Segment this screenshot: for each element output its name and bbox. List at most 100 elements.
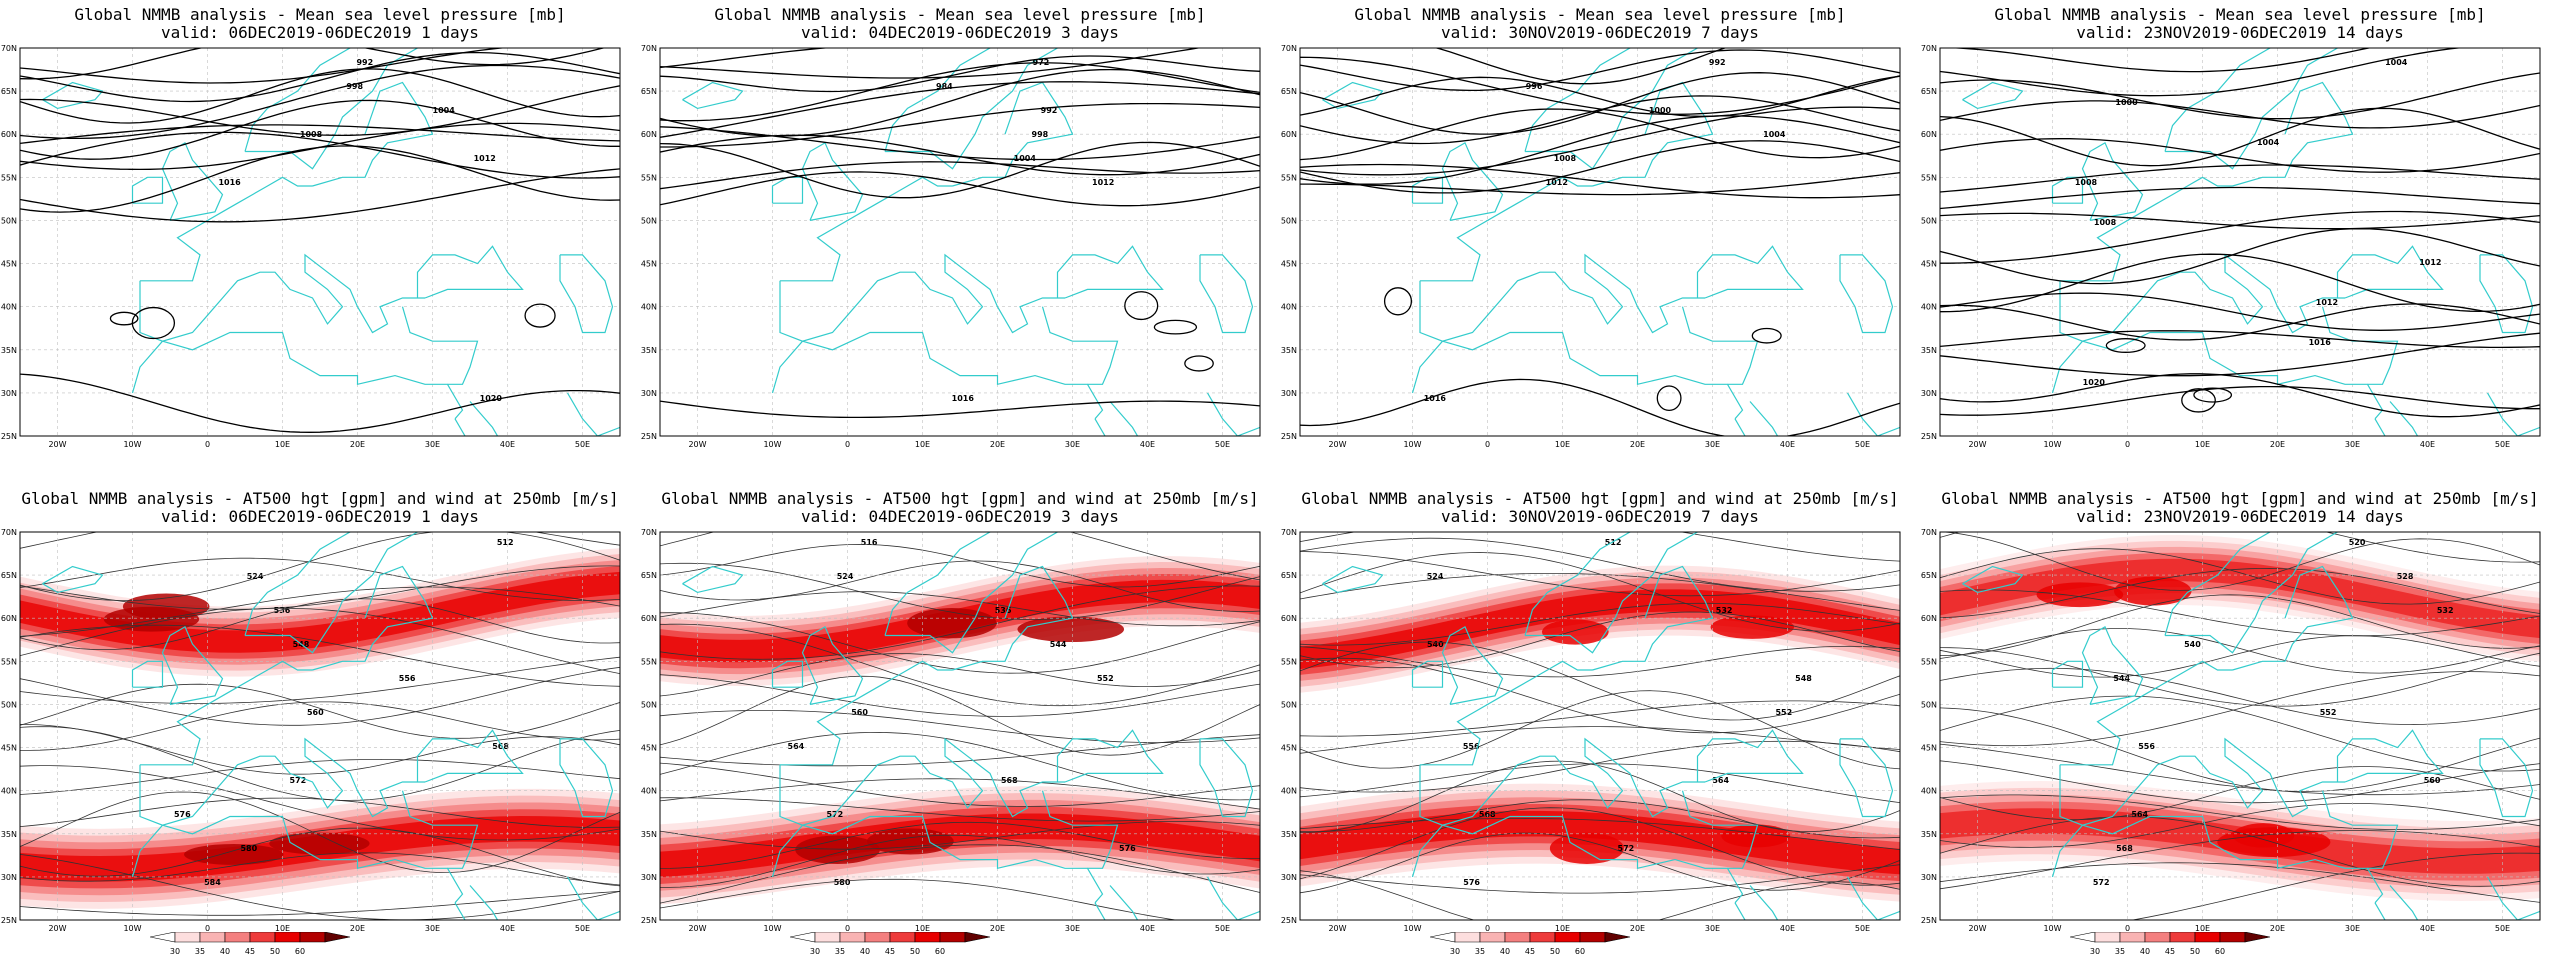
isohypse-label: 540: [1427, 640, 1444, 649]
lat-tick-label: 25N: [641, 432, 657, 441]
panel-title: Global NMMB analysis - Mean sea level pr…: [640, 6, 1280, 42]
colorbar-label: 60: [935, 947, 945, 956]
isohypses: 520 528 532 540 544 552 556 560 564 568 572: [1940, 532, 2540, 920]
colorbar-label: 40: [220, 947, 230, 956]
lat-tick-label: 55N: [641, 173, 657, 182]
panel-title: Global NMMB analysis - Mean sea level pr…: [0, 6, 640, 42]
isohypse-label: 552: [2320, 708, 2337, 717]
lat-tick-label: 30N: [641, 389, 657, 398]
isohypse-label: 548: [1795, 674, 1812, 683]
graticule: [660, 532, 1260, 920]
colorbar-swatch: [2094, 932, 2121, 943]
lat-tick-label: 45N: [1, 260, 17, 269]
z500-panel-2: Global NMMB analysis - AT500 hgt [gpm] a…: [640, 480, 1280, 960]
isobar-label: 984: [936, 82, 953, 91]
isobar-label: 992: [356, 58, 373, 67]
colorbar-label: 45: [2165, 947, 2175, 956]
lon-tick-label: 10W: [123, 440, 141, 449]
lat-tick-label: 60N: [1281, 614, 1297, 623]
lon-tick-label: 40E: [1780, 924, 1795, 933]
lon-tick-label: 10E: [275, 440, 290, 449]
wind-shading: [1300, 565, 1900, 902]
graticule: [660, 48, 1260, 436]
colorbar-label: 30: [810, 947, 820, 956]
lon-tick-label: 0: [845, 924, 850, 933]
lon-tick-label: 30E: [1065, 924, 1080, 933]
isohypse-label: 576: [1119, 844, 1136, 853]
lon-tick-label: 40E: [1140, 924, 1155, 933]
isobar-label: 1008: [300, 130, 323, 139]
colorbar-label: 35: [835, 947, 845, 956]
isobar-label: 1000: [2115, 98, 2138, 107]
lat-tick-label: 65N: [1281, 571, 1297, 580]
lat-tick-label: 35N: [1921, 346, 1937, 355]
isobar-label: 1012: [2419, 258, 2441, 267]
lon-tick-label: 40E: [500, 440, 515, 449]
colorbar-label: 60: [2215, 947, 2225, 956]
lon-tick-label: 30E: [1065, 440, 1080, 449]
isobar-label: 1004: [2257, 138, 2280, 147]
colorbar-swatch: [299, 932, 326, 943]
isohypse-label: 576: [174, 810, 191, 819]
panel-valid-period: valid: 04DEC2019-06DEC2019 3 days: [801, 23, 1119, 42]
isohypse-label: 572: [1618, 844, 1635, 853]
colorbar-swatch: [324, 932, 351, 943]
lon-tick-label: 10E: [915, 924, 930, 933]
lat-tick-label: 35N: [1281, 346, 1297, 355]
lon-tick-label: 10E: [2195, 924, 2210, 933]
coastlines: [1322, 532, 1900, 920]
colorbar-swatch: [814, 932, 841, 943]
lat-tick-label: 45N: [641, 260, 657, 269]
lon-tick-label: 10W: [123, 924, 141, 933]
wind-shading: [1940, 534, 2540, 901]
lat-tick-label: 25N: [1281, 432, 1297, 441]
colorbar-swatch: [199, 932, 226, 943]
lon-tick-label: 20E: [990, 440, 1005, 449]
graticule: [20, 532, 620, 920]
colorbar-swatch: [1430, 932, 1456, 943]
colorbar-swatch: [2119, 932, 2146, 943]
isohypse-label: 556: [2138, 742, 2155, 751]
lat-tick-label: 25N: [1921, 432, 1937, 441]
lat-tick-label: 30N: [641, 873, 657, 882]
lat-tick-label: 70N: [641, 528, 657, 537]
lon-tick-label: 10W: [763, 924, 781, 933]
lat-tick-label: 35N: [1921, 830, 1937, 839]
lon-tick-label: 10W: [1403, 440, 1421, 449]
axes: 70N 65N 60N 55N 50N 45N 40N 35N 30N 25N 20W 10W 0 10E…: [1281, 528, 1901, 933]
panel-valid-period: valid: 04DEC2019-06DEC2019 3 days: [801, 507, 1119, 526]
graticule: [1300, 48, 1900, 436]
colorbar-swatch: [249, 932, 276, 943]
lon-tick-label: 20W: [1328, 924, 1346, 933]
graticule: [1940, 48, 2540, 436]
colorbar-label: 50: [910, 947, 920, 956]
isohypse-label: 568: [2116, 844, 2133, 853]
lon-tick-label: 0: [845, 440, 850, 449]
colorbar-swatch: [2070, 932, 2096, 943]
lon-tick-label: 20E: [2270, 924, 2285, 933]
lat-tick-label: 45N: [1281, 260, 1297, 269]
colorbar-label: 35: [195, 947, 205, 956]
panel-title: Global NMMB analysis - AT500 hgt [gpm] a…: [1920, 490, 2560, 526]
colorbar-swatch: [274, 932, 301, 943]
axes: 70N 65N 60N 55N 50N 45N 40N 35N 30N 25N 20W 10W 0 10E…: [1, 44, 621, 449]
lon-tick-label: 50E: [2495, 440, 2510, 449]
panel-valid-period: valid: 30NOV2019-06DEC2019 7 days: [1441, 507, 1759, 526]
isohypse-label: 524: [1427, 572, 1444, 581]
colorbar-label: 50: [270, 947, 280, 956]
lat-tick-label: 35N: [641, 830, 657, 839]
colorbar-label: 50: [2190, 947, 2200, 956]
panel-title-main: Global NMMB analysis - AT500 hgt [gpm] a…: [1301, 489, 1899, 508]
lon-tick-label: 20E: [2270, 440, 2285, 449]
panel-title: Global NMMB analysis - AT500 hgt [gpm] a…: [640, 490, 1280, 526]
map-plot: 51252453654855656056857257658058470N65N6…: [1, 528, 621, 933]
isohypse-label: 552: [1775, 708, 1792, 717]
panel-title-main: Global NMMB analysis - Mean sea level pr…: [1354, 5, 1846, 24]
lat-tick-label: 30N: [1281, 873, 1297, 882]
lat-tick-label: 65N: [1, 571, 17, 580]
lat-tick-label: 60N: [1921, 614, 1937, 623]
isobar-label: 1004: [1014, 154, 1037, 163]
isohypse-label: 532: [1716, 606, 1733, 615]
lat-tick-label: 35N: [641, 346, 657, 355]
